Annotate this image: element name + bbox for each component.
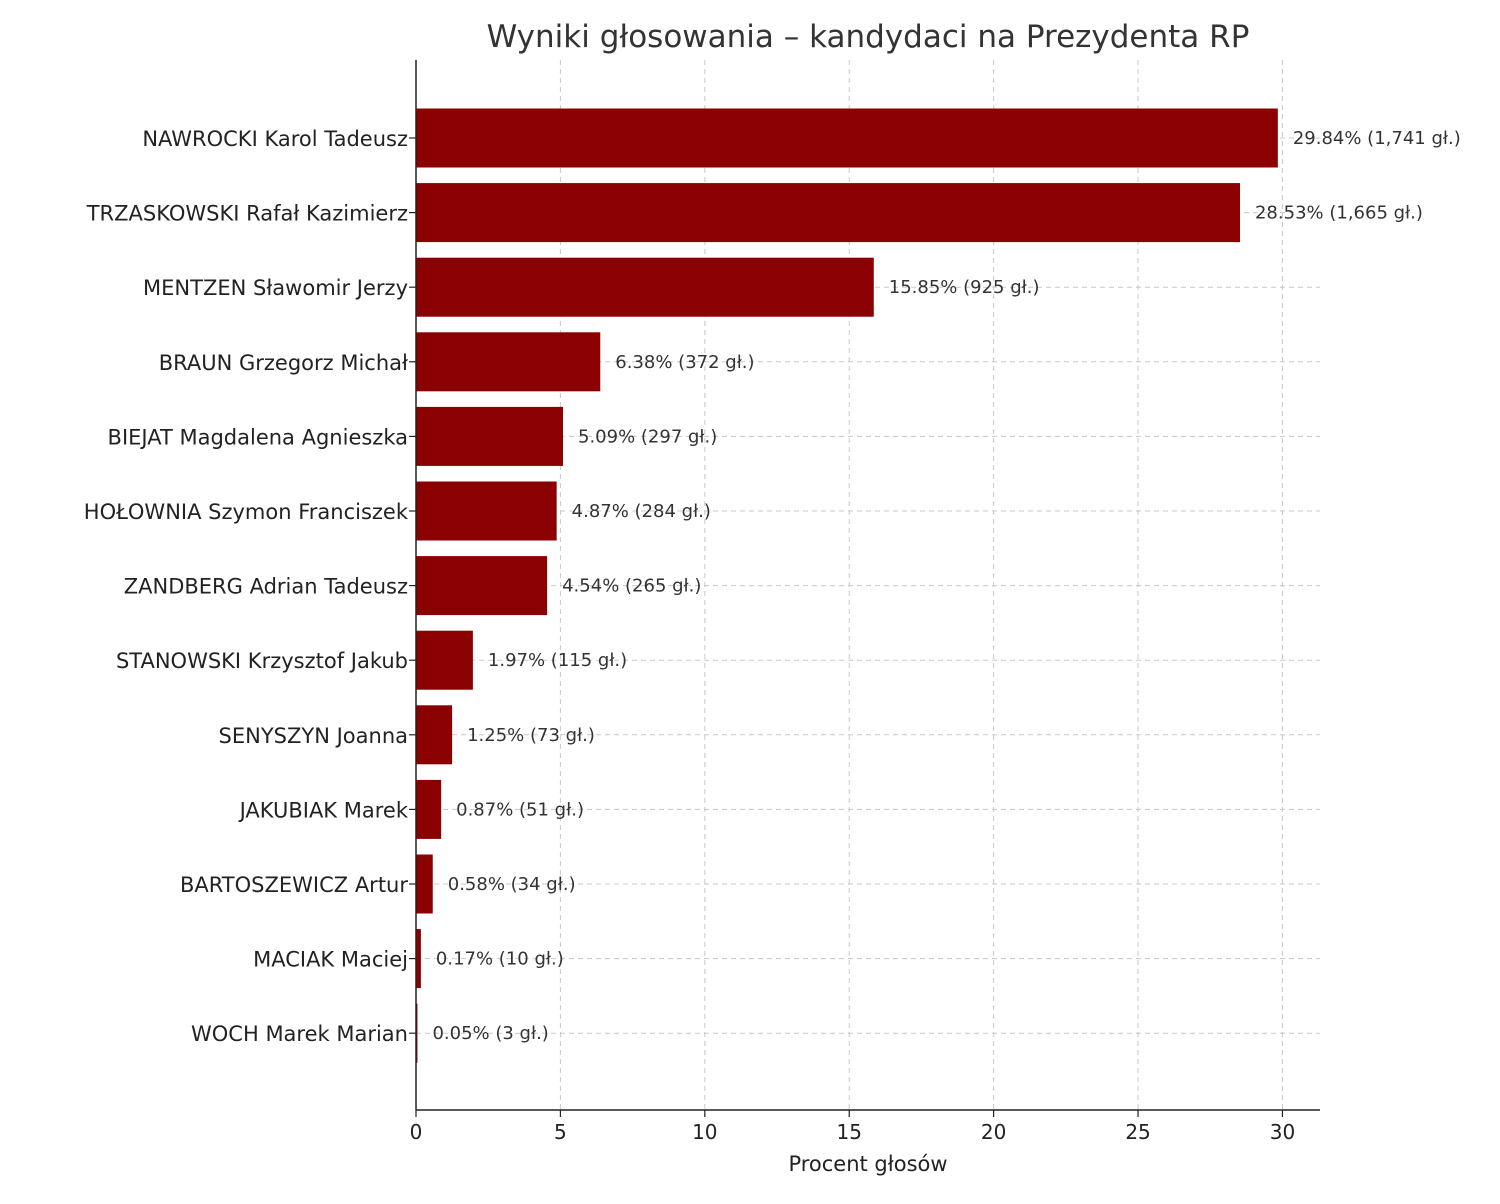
y-tick-label: TRZASKOWSKI Rafał Kazimierz [86,202,408,226]
x-tick-label: 0 [410,1120,423,1144]
bar-data-label: 4.54% (265 gł.) [562,576,701,597]
y-tick-label: SENYSZYN Joanna [219,724,408,748]
y-tick-label: ZANDBERG Adrian Tadeusz [124,575,408,599]
x-tick-label: 5 [554,1120,567,1144]
y-tick-label: MENTZEN Sławomir Jerzy [143,276,408,300]
y-tick-label: BRAUN Grzegorz Michał [159,351,408,375]
bar [416,779,442,839]
bar [416,630,473,690]
bar [416,332,601,392]
bar-data-label: 1.25% (73 gł.) [467,725,595,746]
bar [416,705,453,765]
bar [416,183,1240,243]
bar-data-label: 0.05% (3 gł.) [432,1023,548,1044]
bar [416,481,557,541]
y-tick-label: BARTOSZEWICZ Artur [180,873,408,897]
data-labels: 29.84% (1,741 gł.) 28.53% (1,665 gł.) 15.8… [432,128,1460,1044]
bar-data-label: 4.87% (284 gł.) [572,501,711,522]
bar-data-label: 15.85% (925 gł.) [889,277,1040,298]
bars [416,108,1278,1063]
bar [416,556,548,616]
x-tick-label: 20 [981,1120,1006,1144]
y-tick-label: WOCH Marek Marian [191,1022,408,1046]
bar [416,929,421,989]
y-tick-label: MACIAK Maciej [253,948,408,972]
axes: 0 5 10 15 20 25 30 NAWROCKI Karol Tadeusz TRZASK… [84,60,1320,1144]
x-tick-label: 15 [837,1120,862,1144]
x-tick-label: 30 [1270,1120,1295,1144]
y-tick-label: JAKUBIAK Marek [238,798,409,822]
y-tick-label: HOŁOWNIA Szymon Franciszek [84,500,409,524]
bar-data-label: 1.97% (115 gł.) [488,650,627,671]
x-tick-label: 25 [1125,1120,1150,1144]
y-tick-label: STANOWSKI Krzysztof Jakub [116,649,408,673]
y-tick-label: BIEJAT Magdalena Agnieszka [108,425,408,449]
bar-data-label: 28.53% (1,665 gł.) [1255,203,1423,224]
bar-data-label: 29.84% (1,741 gł.) [1293,128,1461,149]
chart-title: Wyniki głosowania – kandydaci na Prezyde… [487,19,1250,55]
bar [416,257,874,317]
bar-data-label: 5.09% (297 gł.) [578,426,717,447]
bar [416,854,433,914]
x-axis-title: Procent głosów [788,1152,947,1176]
x-tick-label: 10 [692,1120,717,1144]
bar-data-label: 6.38% (372 gł.) [615,352,754,373]
bar [416,406,564,466]
bar-data-label: 0.17% (10 gł.) [436,949,564,970]
y-tick-label: NAWROCKI Karol Tadeusz [142,127,408,151]
bar-data-label: 0.87% (51 gł.) [456,799,584,820]
bar-data-label: 0.58% (34 gł.) [448,874,576,895]
bar [416,108,1278,168]
